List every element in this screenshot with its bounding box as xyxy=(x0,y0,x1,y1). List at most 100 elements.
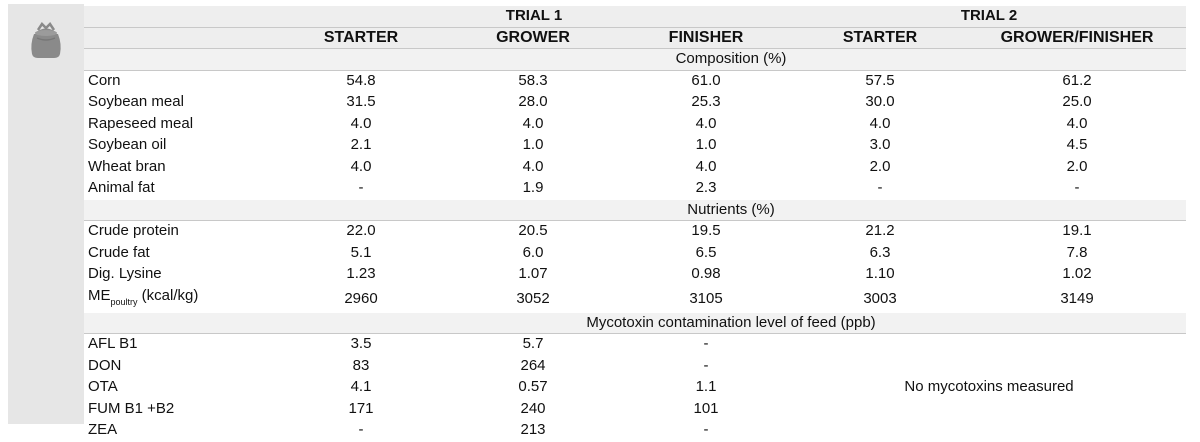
table-cell: 1.1 xyxy=(620,376,793,399)
table-cell: 4.0 xyxy=(446,156,620,178)
row-label: Animal fat xyxy=(84,177,276,200)
trial2-header: TRIAL 2 xyxy=(792,6,1187,27)
row-label: Crude fat xyxy=(84,242,276,264)
corner-cell xyxy=(84,26,276,49)
table-cell: 0.98 xyxy=(620,263,793,286)
table-cell: - xyxy=(276,177,446,200)
table-row: Soybean oil 2.1 1.0 1.0 3.0 4.5 xyxy=(84,134,1187,157)
row-label: Corn xyxy=(84,70,276,92)
corner-cell xyxy=(84,6,276,27)
section-header-mycotoxin: Mycotoxin contamination level of feed (p… xyxy=(84,311,1187,334)
table-cell: 2.3 xyxy=(620,177,793,200)
table-cell: - xyxy=(968,177,1187,200)
table-row: Crude fat 5.1 6.0 6.5 6.3 7.8 xyxy=(84,242,1187,264)
row-label: Wheat bran xyxy=(84,156,276,178)
me-label-main: ME xyxy=(88,286,111,304)
table-cell: 21.2 xyxy=(792,220,969,243)
row-label: Crude protein xyxy=(84,220,276,243)
trial2-mycotoxin-note: No mycotoxins measured xyxy=(792,333,1187,442)
table-cell: 22.0 xyxy=(276,220,446,243)
trial-header-row: TRIAL 1 TRIAL 2 xyxy=(84,6,1187,27)
table-row: Soybean meal 31.5 28.0 25.3 30.0 25.0 xyxy=(84,91,1187,114)
feed-bag-icon xyxy=(31,22,61,58)
row-label: FUM B1 +B2 xyxy=(84,398,276,420)
table-cell: 61.0 xyxy=(620,70,793,92)
table-cell: 5.1 xyxy=(276,242,446,264)
table-cell: 57.5 xyxy=(792,70,969,92)
phase-header: FINISHER xyxy=(620,26,793,49)
table-cell: - xyxy=(620,355,793,377)
table-cell: 58.3 xyxy=(446,70,620,92)
table-cell: 6.5 xyxy=(620,242,793,264)
table-cell: 101 xyxy=(620,398,793,420)
me-label-unit: (kcal/kg) xyxy=(137,286,199,304)
table-cell: 213 xyxy=(446,419,620,442)
trial1-header: TRIAL 1 xyxy=(276,6,793,27)
table-cell: 19.1 xyxy=(968,220,1187,243)
table-cell: 3003 xyxy=(792,285,969,313)
me-label-subscript: poultry xyxy=(110,296,138,307)
table-cell: 61.2 xyxy=(968,70,1187,92)
table-cell: 5.7 xyxy=(446,333,620,356)
table-cell: 6.3 xyxy=(792,242,969,264)
table-cell: 240 xyxy=(446,398,620,420)
row-label: Dig. Lysine xyxy=(84,263,276,286)
sidebar-panel xyxy=(8,4,84,424)
table-row: Crude protein 22.0 20.5 19.5 21.2 19.1 xyxy=(84,220,1187,243)
table-cell: 264 xyxy=(446,355,620,377)
table-cell: 3105 xyxy=(620,285,793,313)
table-cell: 25.0 xyxy=(968,91,1187,114)
table-cell: 30.0 xyxy=(792,91,969,114)
table-row: AFL B1 3.5 5.7 - No mycotoxins measured xyxy=(84,333,1187,442)
table-cell: 19.5 xyxy=(620,220,793,243)
table-cell: 1.10 xyxy=(792,263,969,286)
table-cell: 2.1 xyxy=(276,134,446,157)
section-title: Composition (%) xyxy=(276,48,1187,71)
table-cell: - xyxy=(620,333,793,356)
table-cell: 28.0 xyxy=(446,91,620,114)
table-cell: 1.9 xyxy=(446,177,620,200)
table-row: OTA 4.1 0.57 1.1 xyxy=(84,376,1186,399)
row-label: DON xyxy=(84,355,276,377)
table-cell: 7.8 xyxy=(968,242,1187,264)
table-cell: 1.0 xyxy=(446,134,620,157)
table-cell: 31.5 xyxy=(276,91,446,114)
table-cell: - xyxy=(792,177,969,200)
row-label: Soybean meal xyxy=(84,91,276,114)
section-header-composition: Composition (%) xyxy=(84,48,1187,71)
table-cell: 3.0 xyxy=(792,134,969,157)
table-cell: 4.0 xyxy=(620,113,793,135)
table-cell: 4.0 xyxy=(276,156,446,178)
section-header-nutrients: Nutrients (%) xyxy=(84,198,1187,221)
table-cell: 4.0 xyxy=(446,113,620,135)
table-cell: 4.0 xyxy=(792,113,969,135)
table-cell: 4.0 xyxy=(968,113,1187,135)
table-cell: 2960 xyxy=(276,285,446,313)
phase-header: GROWER xyxy=(446,26,620,49)
table-cell: 2.0 xyxy=(968,156,1187,178)
table-cell: 4.5 xyxy=(968,134,1187,157)
table-row: DON 83 264 - xyxy=(84,355,1186,377)
phase-header-row: STARTER GROWER FINISHER STARTER GROWER/F… xyxy=(84,26,1187,49)
table-cell: 4.0 xyxy=(276,113,446,135)
table-cell: 3149 xyxy=(968,285,1187,313)
table-cell: 3052 xyxy=(446,285,620,313)
table-row: Dig. Lysine 1.23 1.07 0.98 1.10 1.02 xyxy=(84,263,1187,286)
table-cell: 4.1 xyxy=(276,376,446,399)
section-title: Mycotoxin contamination level of feed (p… xyxy=(276,311,1187,334)
table-cell: 1.23 xyxy=(276,263,446,286)
table-cell: 6.0 xyxy=(446,242,620,264)
row-label: AFL B1 xyxy=(84,333,276,356)
phase-header: GROWER/FINISHER xyxy=(968,26,1187,49)
table-cell: 54.8 xyxy=(276,70,446,92)
table-cell: 25.3 xyxy=(620,91,793,114)
table-cell: 83 xyxy=(276,355,446,377)
table-row: FUM B1 +B2 171 240 101 xyxy=(84,398,1186,420)
table-cell: 3.5 xyxy=(276,333,446,356)
table-cell: 0.57 xyxy=(446,376,620,399)
table-row: Rapeseed meal 4.0 4.0 4.0 4.0 4.0 xyxy=(84,113,1187,135)
table-row: ZEA - 213 - xyxy=(84,419,1186,442)
table-cell: 171 xyxy=(276,398,446,420)
row-label: MEpoultry (kcal/kg) xyxy=(84,285,276,313)
phase-header: STARTER xyxy=(792,26,969,49)
